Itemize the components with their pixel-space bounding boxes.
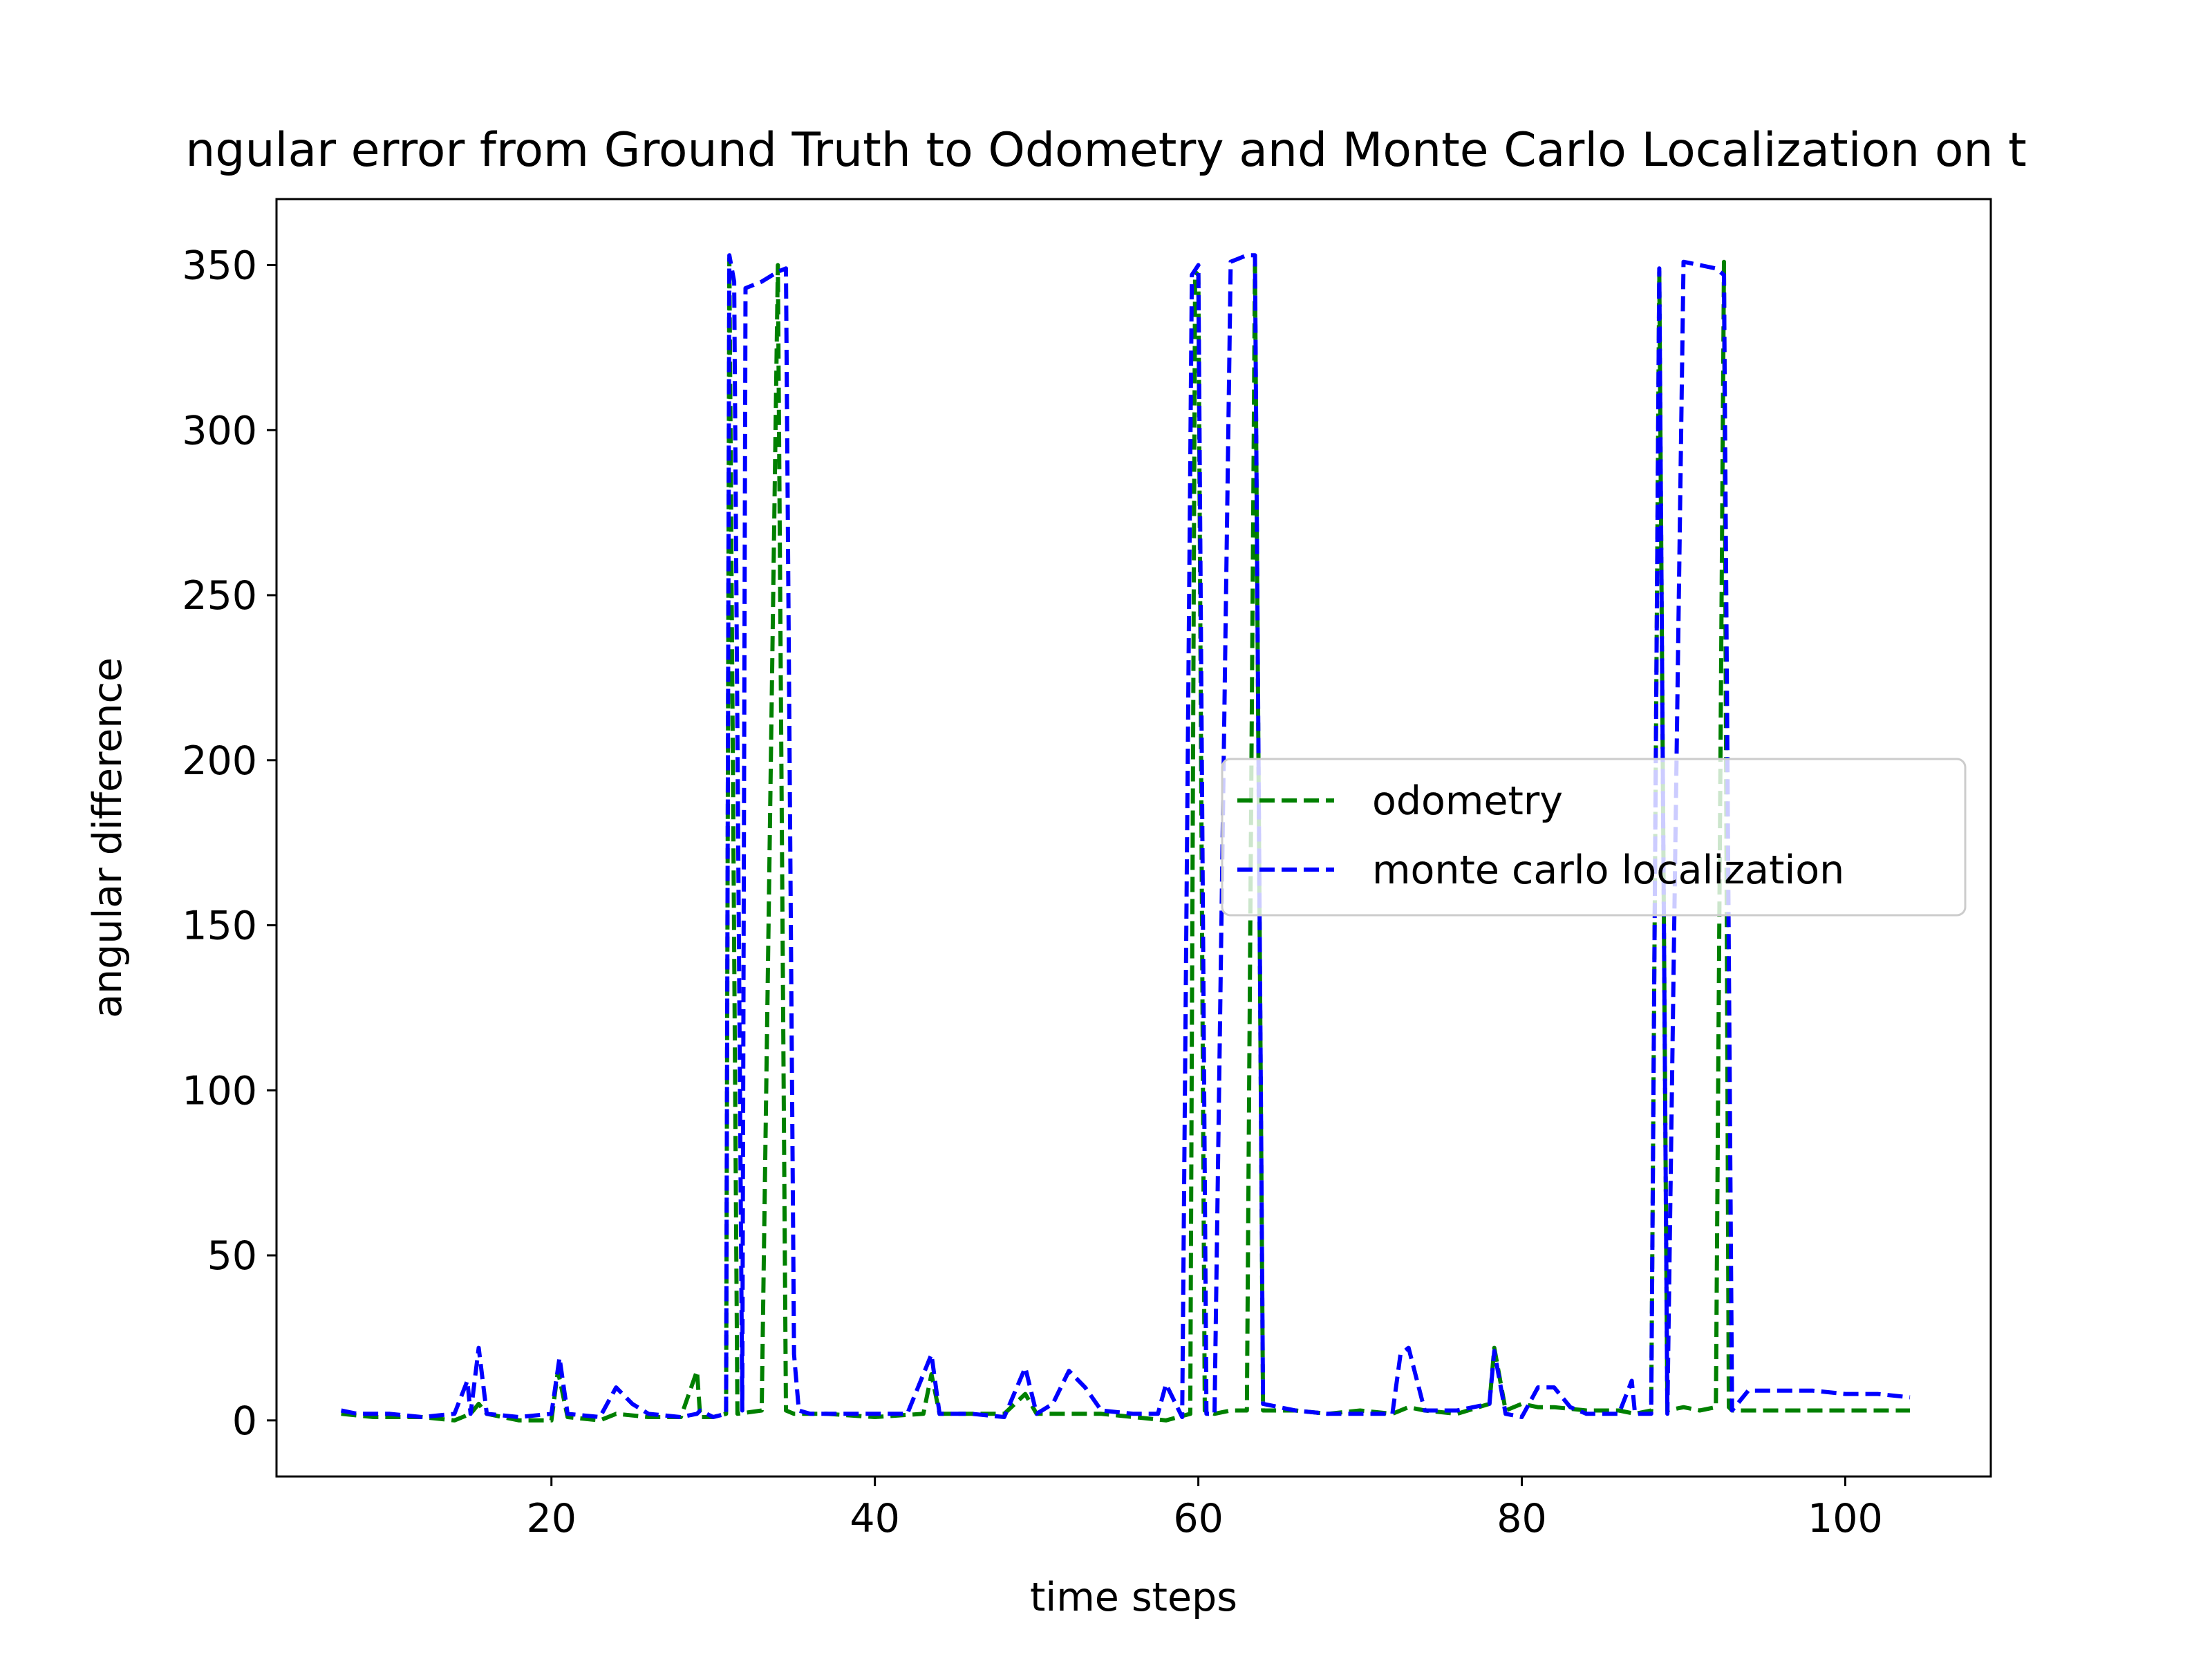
- y-tick-label-5: 250: [182, 573, 257, 619]
- legend: odometry monte carlo localization: [1221, 758, 1967, 917]
- plot-frame: [275, 198, 1992, 1478]
- x-axis-label: time steps: [1030, 1575, 1237, 1620]
- y-axis-ticks: 0 50 100 150 200 250 300 350: [182, 243, 276, 1444]
- x-tick-label-3: 80: [1497, 1496, 1547, 1541]
- y-tick-label-1: 50: [207, 1233, 257, 1279]
- legend-box: [1221, 758, 1967, 917]
- series-layer: [340, 253, 1911, 1423]
- x-tick-label-4: 100: [1808, 1496, 1883, 1541]
- y-tick-label-3: 150: [182, 903, 257, 949]
- y-tick-label-2: 100: [182, 1068, 257, 1114]
- x-tick-label-0: 20: [526, 1496, 577, 1541]
- x-axis-ticks: 20 40 60 80 100: [526, 1477, 1883, 1541]
- chart-title: ngular error from Ground Truth to Odomet…: [185, 123, 2027, 178]
- x-tick-label-2: 60: [1173, 1496, 1224, 1541]
- x-tick-label-1: 40: [850, 1496, 900, 1541]
- legend-label-monte-carlo: monte carlo localization: [1372, 847, 1844, 893]
- y-tick-label-0: 0: [232, 1398, 257, 1444]
- y-axis-label: angular difference: [85, 657, 131, 1018]
- y-tick-label-4: 200: [182, 738, 257, 784]
- legend-label-odometry: odometry: [1372, 778, 1563, 824]
- series-line-1: [340, 253, 1911, 1419]
- y-tick-label-7: 350: [182, 243, 257, 289]
- y-tick-label-6: 300: [182, 408, 257, 453]
